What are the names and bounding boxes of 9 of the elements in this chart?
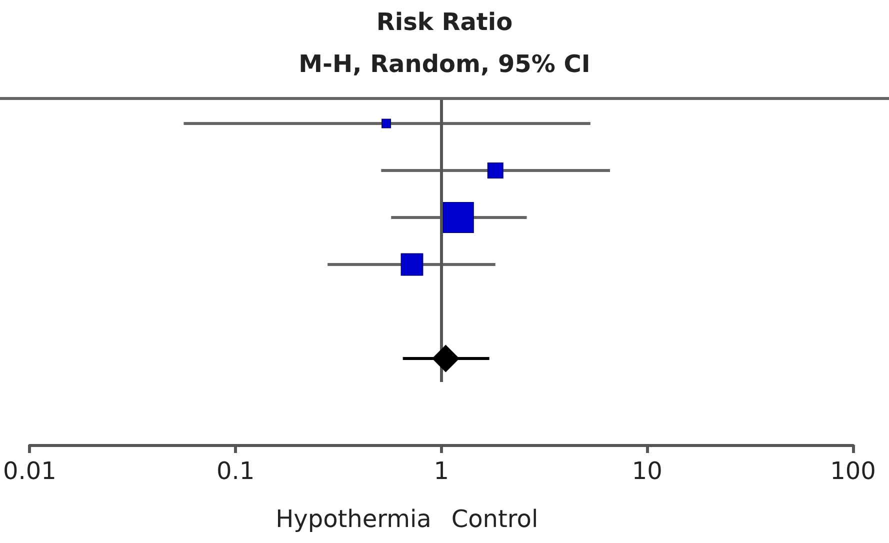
x-tick-label: 0.01 bbox=[3, 457, 56, 485]
text: Control bbox=[451, 505, 538, 533]
x-tick-label: 0.1 bbox=[216, 457, 255, 485]
chart-subtitle: M-H, Random, 95% CI bbox=[298, 50, 592, 78]
chart-title: Risk Ratio bbox=[375, 8, 514, 36]
text: Hypothermia bbox=[276, 505, 432, 533]
x-tick-label: 1 bbox=[434, 457, 449, 485]
x-tick-label: 100 bbox=[830, 457, 876, 485]
x-tick-label: 10 bbox=[632, 457, 662, 485]
